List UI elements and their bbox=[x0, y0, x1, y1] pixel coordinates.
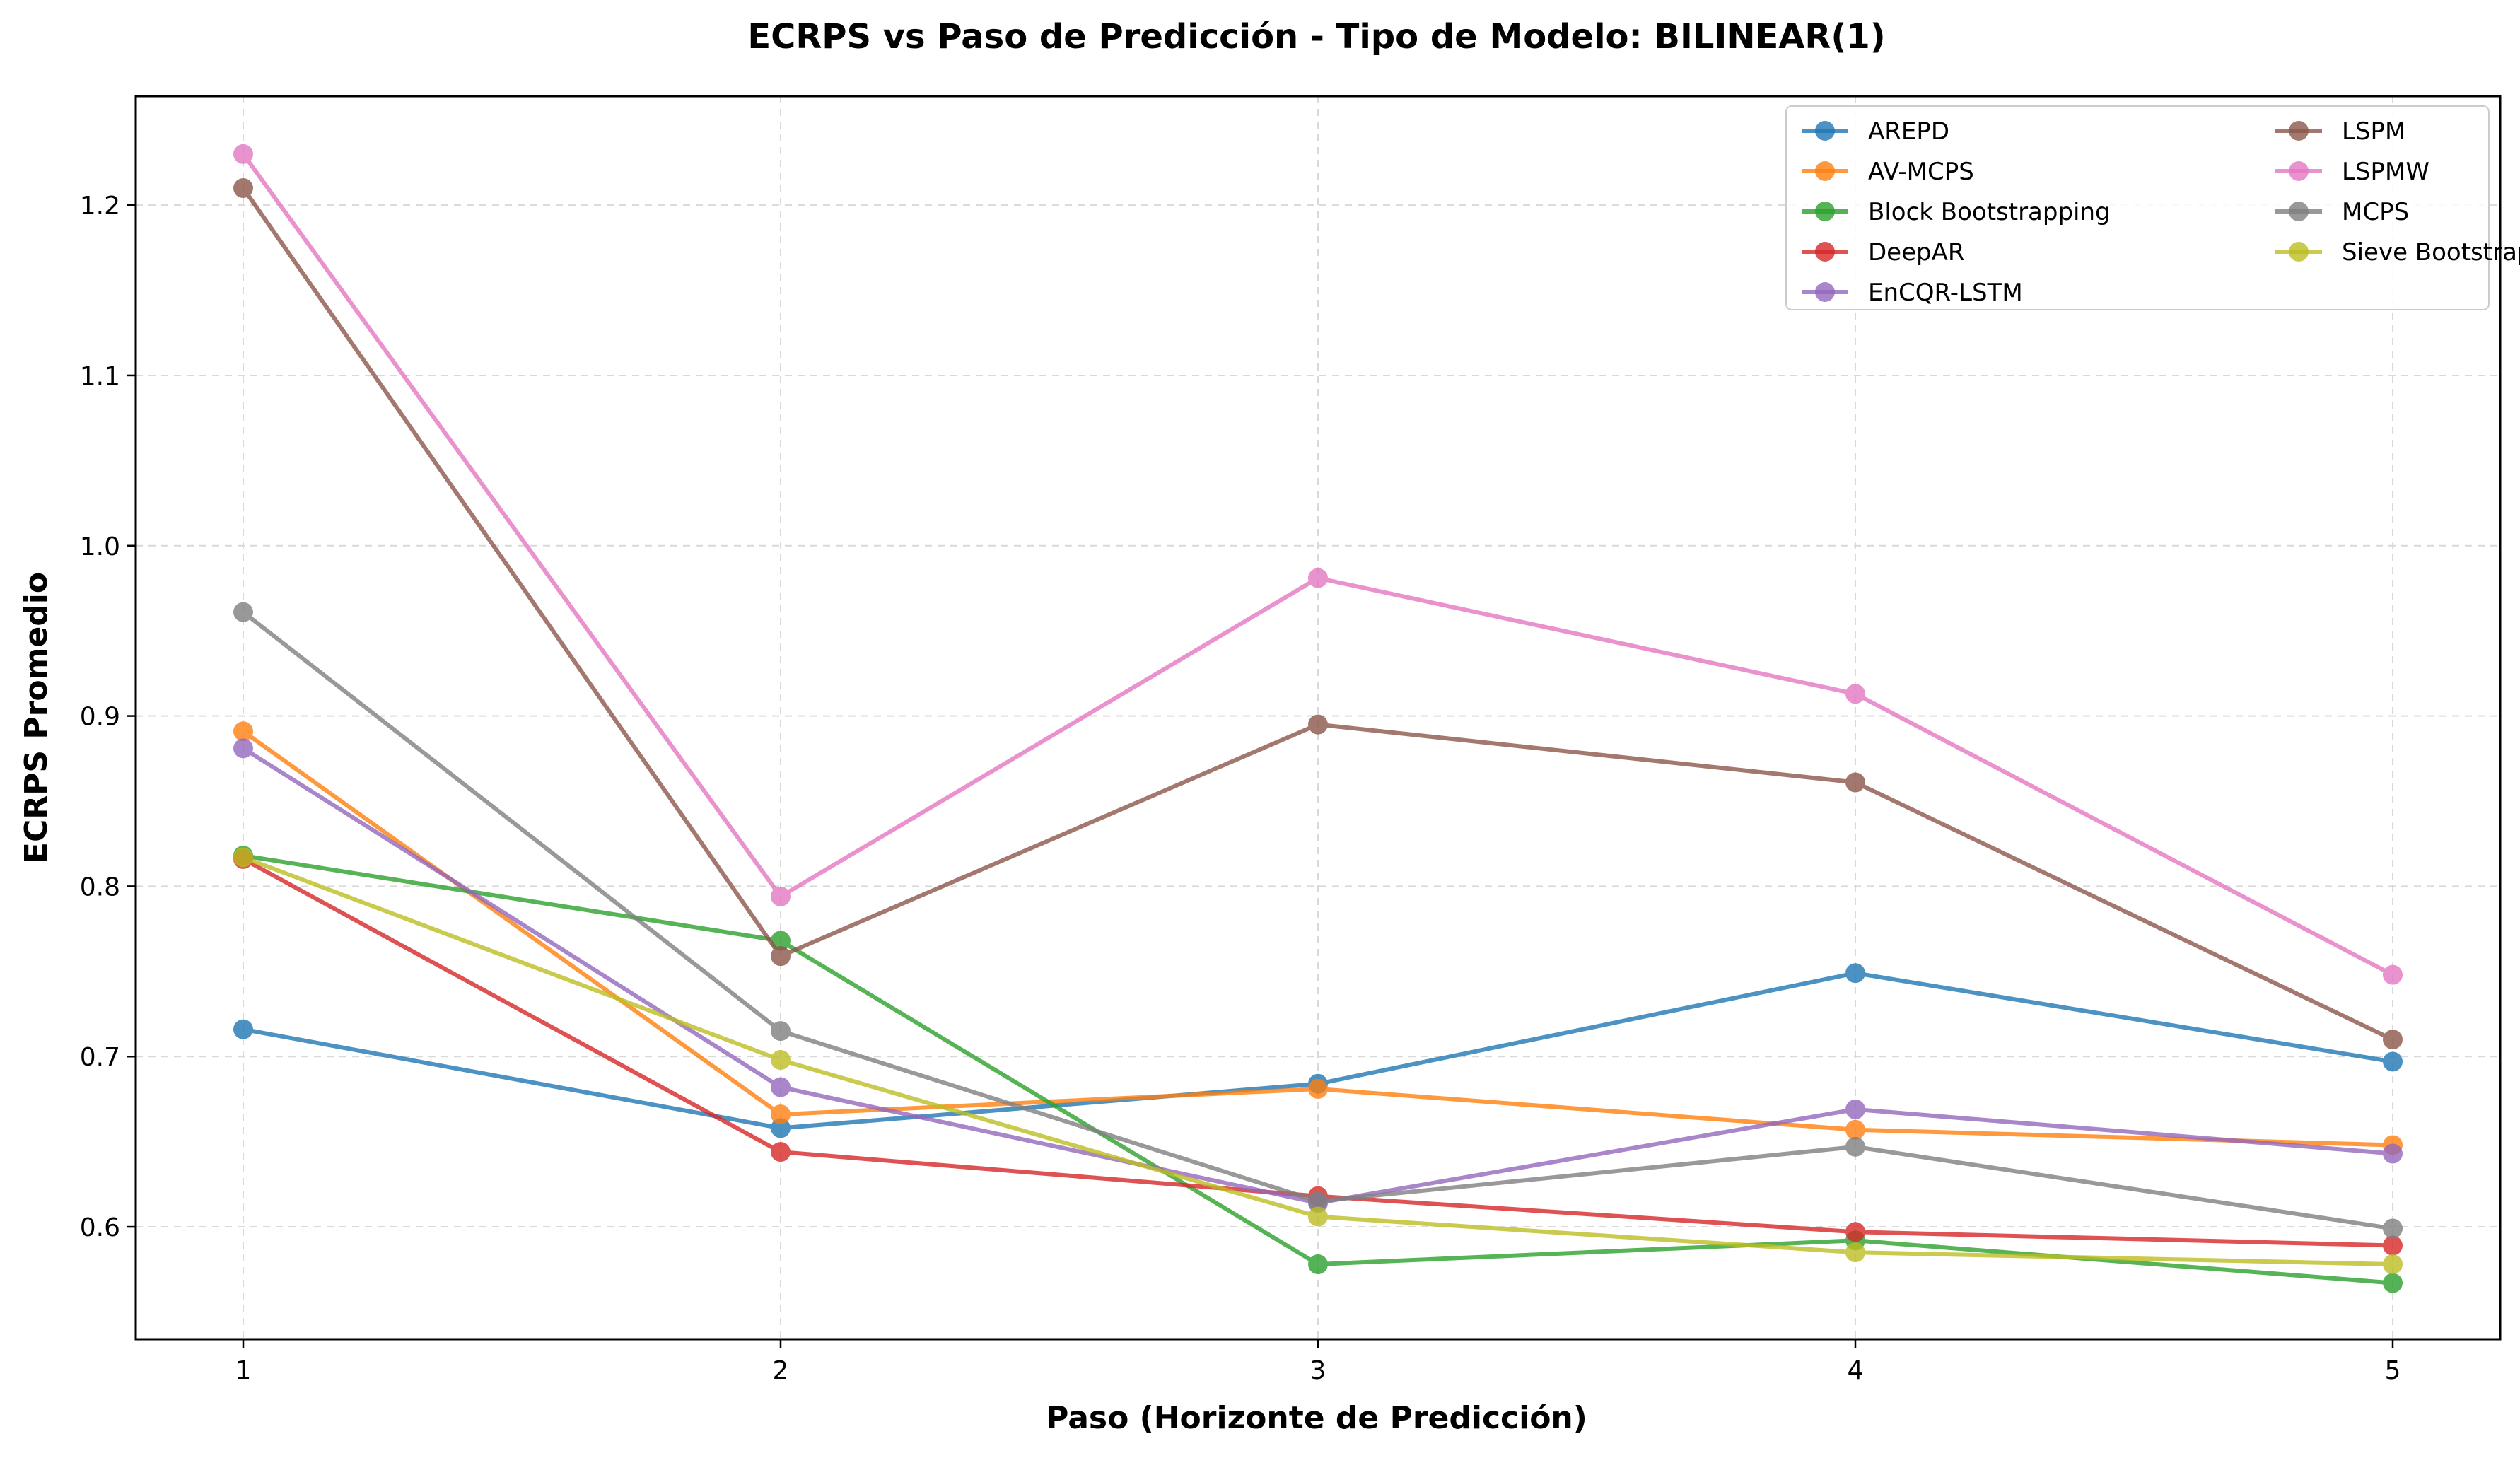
series-layer bbox=[233, 144, 2403, 1293]
data-point bbox=[1845, 963, 1865, 984]
legend-marker bbox=[1815, 282, 1835, 302]
data-point bbox=[2383, 1143, 2403, 1164]
legend-label: LSPM bbox=[2342, 117, 2405, 146]
data-point bbox=[1845, 684, 1865, 704]
legend-label: DeepAR bbox=[1868, 238, 1964, 267]
legend-label: EnCQR-LSTM bbox=[1868, 279, 2023, 307]
x-axis: 1 2 3 4 5 bbox=[235, 1339, 2401, 1385]
data-point bbox=[1308, 1078, 1328, 1099]
y-tick-label: 0.9 bbox=[80, 703, 120, 732]
y-tick-label: 0.7 bbox=[80, 1043, 120, 1072]
data-point bbox=[233, 721, 253, 742]
series-lspmw bbox=[233, 144, 2403, 985]
legend-marker bbox=[1815, 121, 1835, 141]
data-point bbox=[1308, 714, 1328, 735]
data-point bbox=[233, 602, 253, 622]
legend-marker bbox=[2289, 242, 2309, 262]
legend-marker bbox=[2289, 161, 2309, 181]
x-tick-label: 3 bbox=[1310, 1356, 1326, 1385]
x-tick-label: 4 bbox=[1848, 1356, 1864, 1385]
data-point bbox=[771, 1021, 791, 1042]
series-lspm bbox=[233, 178, 2403, 1050]
data-point bbox=[2383, 1218, 2403, 1239]
legend-item: DeepAR bbox=[1802, 238, 1964, 267]
series-mcps bbox=[233, 602, 2403, 1239]
legend-marker bbox=[1815, 242, 1835, 262]
data-point bbox=[233, 144, 253, 164]
series-sieve-bootstrap bbox=[233, 847, 2403, 1275]
data-point bbox=[1308, 568, 1328, 588]
x-tick-label: 5 bbox=[2385, 1356, 2401, 1385]
data-point bbox=[771, 1104, 791, 1125]
legend-item: EnCQR-LSTM bbox=[1802, 279, 2023, 307]
legend-marker bbox=[2289, 121, 2309, 141]
data-point bbox=[1845, 1119, 1865, 1140]
legend-marker bbox=[1815, 202, 1835, 221]
legend-item: AREPD bbox=[1802, 117, 1949, 146]
data-point bbox=[233, 738, 253, 759]
data-point bbox=[233, 178, 253, 199]
y-tick-label: 0.6 bbox=[80, 1213, 120, 1242]
legend-label: Block Bootstrapping bbox=[1868, 198, 2111, 226]
legend-item: MCPS bbox=[2275, 198, 2409, 226]
data-point bbox=[771, 946, 791, 967]
data-point bbox=[1845, 1136, 1865, 1157]
y-tick-label: 1.0 bbox=[80, 532, 120, 561]
chart-title: ECRPS vs Paso de Predicción - Tipo de Mo… bbox=[747, 17, 1885, 57]
data-point bbox=[771, 1050, 791, 1071]
data-point bbox=[1845, 1242, 1865, 1263]
legend-item: Sieve Bootstrap bbox=[2275, 238, 2520, 267]
data-point bbox=[1845, 772, 1865, 793]
data-point bbox=[233, 847, 253, 868]
data-point bbox=[2383, 1030, 2403, 1050]
data-point bbox=[233, 1019, 253, 1039]
data-point bbox=[771, 886, 791, 906]
legend: AREPD AV-MCPS Block Bootstrapping DeepAR EnC… bbox=[1785, 105, 2520, 310]
data-point bbox=[2383, 1051, 2403, 1072]
x-axis-label: Paso (Horizonte de Predicción) bbox=[1046, 1400, 1587, 1436]
y-axis: 0.6 0.7 0.8 0.9 1.0 1.1 1.2 bbox=[80, 192, 136, 1242]
legend-label: Sieve Bootstrap bbox=[2342, 238, 2520, 267]
legend-item: LSPMW bbox=[2275, 158, 2429, 186]
x-tick-label: 2 bbox=[773, 1356, 789, 1385]
legend-label: LSPMW bbox=[2342, 158, 2429, 186]
data-point bbox=[771, 1077, 791, 1097]
data-point bbox=[771, 1142, 791, 1162]
y-tick-label: 1.1 bbox=[80, 362, 120, 391]
legend-marker bbox=[2289, 202, 2309, 221]
y-tick-label: 0.8 bbox=[80, 873, 120, 902]
legend-item: AV-MCPS bbox=[1802, 158, 1974, 186]
legend-label: AV-MCPS bbox=[1868, 158, 1974, 186]
data-point bbox=[771, 1118, 791, 1138]
data-point bbox=[2383, 1235, 2403, 1256]
data-point bbox=[1308, 1206, 1328, 1227]
legend-item: Block Bootstrapping bbox=[1802, 198, 2111, 226]
legend-item: LSPM bbox=[2275, 117, 2405, 146]
data-point bbox=[2383, 1254, 2403, 1275]
data-point bbox=[2383, 964, 2403, 985]
legend-marker bbox=[1815, 161, 1835, 181]
data-point bbox=[1845, 1222, 1865, 1242]
legend-label: MCPS bbox=[2342, 198, 2409, 226]
data-point bbox=[2383, 1273, 2403, 1293]
data-point bbox=[1845, 1099, 1865, 1119]
data-point bbox=[1308, 1254, 1328, 1275]
legend-label: AREPD bbox=[1868, 117, 1949, 146]
y-tick-label: 1.2 bbox=[80, 192, 120, 221]
y-axis-label: ECRPS Promedio bbox=[18, 572, 54, 863]
data-point bbox=[1308, 1191, 1328, 1211]
legend-box bbox=[1785, 105, 2490, 310]
x-tick-label: 1 bbox=[235, 1356, 252, 1385]
